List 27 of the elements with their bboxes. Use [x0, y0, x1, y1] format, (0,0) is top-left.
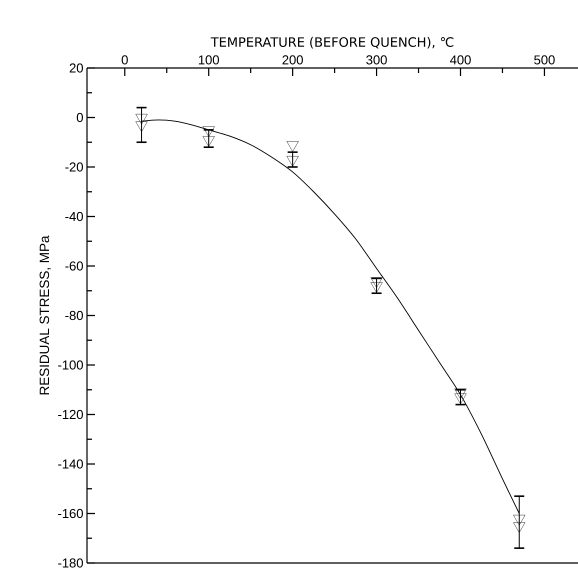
- y-tick-label: -180: [58, 558, 83, 568]
- point: [370, 277, 383, 288]
- y-tick-label: -120: [58, 410, 83, 420]
- point: [135, 121, 148, 132]
- y-tick-label: -100: [58, 360, 83, 370]
- y-tick-label: 0: [76, 112, 83, 122]
- x-tick-label: 0: [122, 55, 128, 64]
- point: [202, 126, 215, 137]
- x-tick-label: 500: [534, 55, 555, 64]
- x-tick-label: 100: [198, 55, 220, 64]
- x-tick-label: 400: [450, 55, 471, 64]
- x-axis-title: TEMPERATURE (BEFORE QUENCH), ℃: [210, 36, 454, 48]
- y-tick-label: -140: [58, 459, 83, 469]
- y-tick-label: -60: [65, 261, 83, 271]
- point: [286, 156, 299, 167]
- y-tick-label: -80: [65, 310, 83, 320]
- point: [454, 388, 467, 400]
- point: [513, 514, 526, 526]
- x-tick-label: 200: [282, 55, 303, 64]
- point: [513, 522, 526, 533]
- point: [135, 114, 148, 124]
- y-tick-label: -20: [65, 162, 83, 172]
- y-axis-title: RESIDUAL STRESS, MPa: [40, 236, 51, 394]
- x-tick-label: 300: [366, 55, 387, 64]
- y-tick-label: -40: [65, 212, 83, 222]
- y-tick-label: -160: [58, 508, 83, 518]
- y-tick-label: 20: [70, 63, 83, 73]
